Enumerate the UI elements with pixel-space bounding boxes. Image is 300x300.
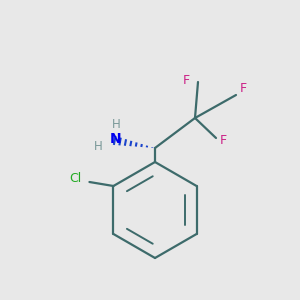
Text: H: H [112, 118, 120, 130]
Text: Cl: Cl [69, 172, 81, 184]
Text: N: N [110, 132, 122, 146]
Text: H: H [94, 140, 102, 152]
Text: F: F [240, 82, 247, 95]
Text: F: F [183, 74, 190, 86]
Text: F: F [220, 134, 227, 146]
